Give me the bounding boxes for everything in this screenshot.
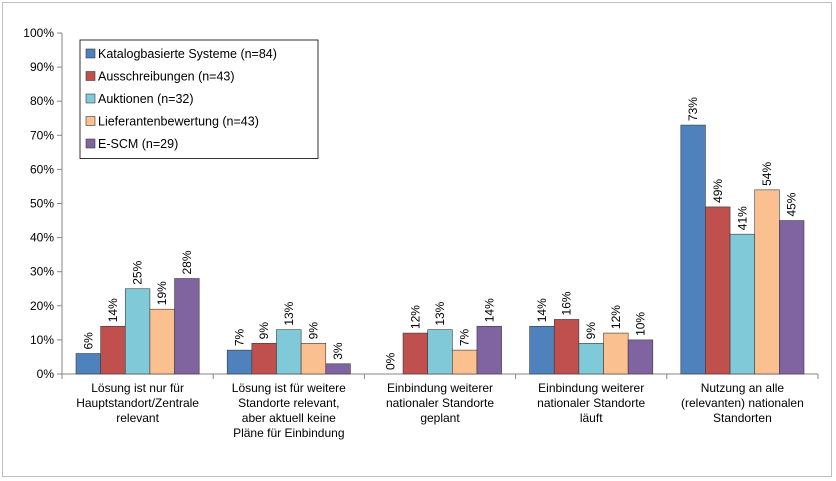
- y-tick-label: 80%: [30, 94, 54, 108]
- legend: Katalogbasierte Systeme (n=84) Ausschreib…: [79, 39, 319, 159]
- y-tick-label: 20%: [30, 299, 54, 313]
- category-label-line: (relevanten) nationalen: [681, 396, 804, 410]
- legend-swatch: [85, 93, 96, 104]
- data-label: 19%: [155, 281, 169, 305]
- data-label: 14%: [106, 298, 120, 322]
- bar: [325, 363, 351, 375]
- bar: [75, 353, 101, 375]
- y-tick-label: 100%: [23, 26, 54, 40]
- data-label: 16%: [560, 291, 574, 315]
- category-label: Einbindung weiterer nationaler Standorte g…: [386, 381, 494, 425]
- data-label: 10%: [633, 312, 647, 336]
- y-tick-label: 0%: [37, 367, 55, 381]
- legend-label: Lieferantenbewertung (n=43): [98, 115, 259, 129]
- bar: [124, 288, 151, 375]
- category-label: Lösung ist nur für Hauptstandort/Zentrale…: [76, 381, 199, 425]
- legend-swatch: [85, 138, 96, 149]
- data-label: 9%: [257, 322, 271, 340]
- bar: [427, 329, 453, 375]
- category-label-line: läuft: [580, 411, 603, 425]
- bar: [476, 325, 502, 375]
- data-label: 7%: [233, 328, 247, 346]
- category-label-line: Nutzung an alle: [701, 381, 785, 395]
- data-label: 14%: [535, 298, 549, 322]
- data-label: 0%: [384, 352, 398, 370]
- data-label: 6%: [81, 332, 95, 350]
- y-tick-label: 70%: [30, 128, 54, 142]
- data-label: 13%: [282, 301, 296, 325]
- bar: [578, 343, 604, 375]
- y-tick-label: 60%: [30, 162, 54, 176]
- y-tick-label: 30%: [30, 265, 54, 279]
- bar: [729, 233, 756, 375]
- legend-label: Auktionen (n=32): [98, 92, 194, 106]
- data-label: 41%: [735, 206, 749, 230]
- legend-swatch: [85, 48, 96, 59]
- legend-swatch: [85, 71, 96, 81]
- y-tick-label: 90%: [30, 60, 54, 74]
- category-label-line: relevant: [116, 411, 159, 425]
- bar: [627, 339, 654, 375]
- bars: [75, 124, 805, 375]
- bar: [452, 349, 478, 375]
- bar: [402, 332, 428, 375]
- data-label: 73%: [686, 97, 700, 121]
- data-label: 9%: [306, 322, 320, 340]
- y-tick-label: 10%: [30, 333, 54, 347]
- data-label: 45%: [785, 192, 799, 216]
- category-label-line: Hauptstandort/Zentrale: [76, 396, 199, 410]
- category-label-line: Einbindung weiterer: [538, 381, 644, 395]
- legend-box: [79, 39, 319, 159]
- category-label-line: aber aktuell keine: [242, 411, 336, 425]
- category-label-line: Lösung ist für weitere: [232, 381, 346, 395]
- category-label-line: nationaler Standorte: [537, 396, 645, 410]
- axes: 0% 10% 20% 30% 40% 50% 60% 70% 80% 90% 100% Lösung …: [23, 26, 819, 440]
- category-label-line: Standorte relevant,: [238, 396, 339, 410]
- category-label-line: Einbindung weiterer: [387, 381, 493, 395]
- category-label-line: nationaler Standorte: [386, 396, 494, 410]
- bar: [754, 189, 780, 375]
- data-label: 12%: [408, 305, 422, 329]
- bar: [276, 329, 302, 375]
- category-label: Lösung ist für weitere Standorte relevant…: [232, 381, 346, 440]
- category-label: Einbindung weiterer nationaler Standorte l…: [537, 381, 645, 425]
- bar: [705, 206, 731, 375]
- category-label: Nutzung an alle (relevanten) nationalen St…: [681, 381, 804, 425]
- bar: [174, 278, 200, 375]
- data-label: 14%: [482, 298, 496, 322]
- category-label-line: Standorten: [713, 411, 772, 425]
- bar: [680, 124, 706, 375]
- category-label-line: geplant: [420, 411, 460, 425]
- bar: [553, 319, 580, 375]
- y-tick-label: 50%: [30, 197, 54, 211]
- data-label: 54%: [760, 162, 774, 186]
- bar: [100, 325, 126, 375]
- data-label: 3%: [331, 342, 345, 360]
- legend-label: Ausschreibungen (n=43): [98, 70, 235, 84]
- bar: [226, 349, 253, 375]
- legend-label: Katalogbasierte Systeme (n=84): [98, 47, 277, 61]
- data-label: 9%: [584, 322, 598, 340]
- category-label-line: Pläne für Einbindung: [233, 426, 344, 440]
- data-label: 25%: [131, 260, 145, 284]
- bar: [149, 308, 175, 375]
- category-label-line: Lösung ist nur für: [91, 381, 184, 395]
- y-tick-label: 40%: [30, 231, 54, 245]
- bar: [529, 325, 555, 375]
- bar: [251, 343, 277, 375]
- data-label: 49%: [711, 179, 725, 203]
- bar: [779, 220, 805, 375]
- bar: [603, 332, 629, 375]
- data-label: 12%: [609, 305, 623, 329]
- legend-swatch: [85, 116, 96, 126]
- data-label: 13%: [433, 301, 447, 325]
- data-label: 7%: [458, 328, 472, 346]
- legend-label: E-SCM (n=29): [98, 137, 178, 151]
- data-label: 28%: [180, 250, 194, 274]
- bar: [300, 343, 327, 375]
- data-labels: 6% 7% 0% 14% 73% 14% 9% 12% 16% 49% 25% 13% 13% 9% 41%…: [81, 97, 798, 370]
